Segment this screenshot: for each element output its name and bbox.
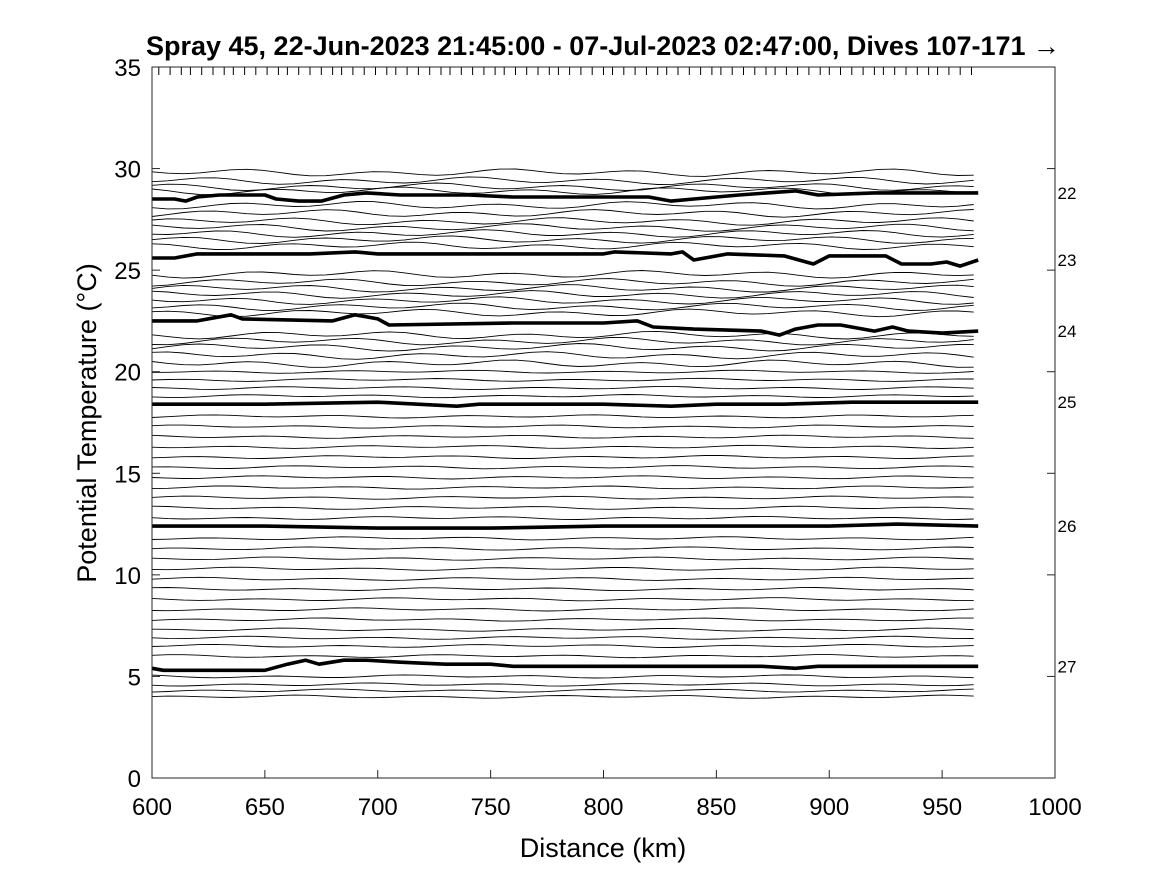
thin-isoline bbox=[151, 290, 974, 299]
thin-isoline bbox=[151, 217, 974, 226]
thin-isoline bbox=[151, 270, 974, 279]
y-tick-label: 5 bbox=[128, 664, 141, 691]
x-tick-label: 850 bbox=[696, 794, 736, 821]
thin-isoline bbox=[151, 587, 974, 592]
density-contour-label: 26 bbox=[1058, 517, 1077, 536]
thin-isoline bbox=[151, 308, 974, 318]
plot-area bbox=[151, 66, 1056, 779]
density-contour-27 bbox=[151, 658, 979, 673]
density-contour-26 bbox=[152, 522, 979, 530]
thin-isoline bbox=[151, 682, 974, 687]
thin-isoline bbox=[151, 343, 974, 352]
thin-isoline bbox=[151, 201, 974, 210]
x-tick-label: 700 bbox=[358, 794, 398, 821]
thin-isoline bbox=[151, 627, 974, 632]
thin-isoline bbox=[151, 576, 974, 581]
thin-isoline bbox=[151, 284, 974, 293]
x-tick-label: 600 bbox=[132, 794, 172, 821]
thin-isoline bbox=[151, 302, 974, 311]
density-contour-22 bbox=[152, 189, 979, 203]
thin-isoline bbox=[151, 674, 974, 679]
thin-isoline bbox=[151, 475, 974, 480]
y-tick-label: 30 bbox=[114, 157, 141, 184]
thin-isoline bbox=[151, 485, 974, 490]
thin-isoline bbox=[151, 635, 974, 640]
density-contour-label: 22 bbox=[1058, 184, 1077, 203]
thin-isoline bbox=[151, 444, 974, 449]
density-contour-labels: 22 23 24 25 26 27 bbox=[1058, 184, 1077, 676]
thin-isoline bbox=[151, 505, 974, 510]
thin-isoline bbox=[151, 385, 974, 390]
chart-title: Spray 45, 22-Jun-2023 21:45:00 - 07-Jul-… bbox=[146, 31, 1060, 61]
density-contours bbox=[151, 189, 979, 673]
thin-isoline bbox=[151, 168, 974, 177]
x-tick-label: 800 bbox=[583, 794, 623, 821]
dive-position-ticks bbox=[158, 67, 972, 75]
thin-isoline bbox=[151, 566, 974, 571]
x-tick-label: 900 bbox=[809, 794, 849, 821]
thin-isoline bbox=[151, 556, 974, 561]
y-tick-label: 0 bbox=[128, 766, 141, 793]
y-tick-label: 15 bbox=[114, 461, 141, 488]
thin-isoline bbox=[151, 337, 974, 346]
thin-isoline bbox=[151, 182, 974, 192]
thin-isoline bbox=[151, 369, 974, 374]
thin-isoline bbox=[151, 359, 974, 368]
thin-isoline bbox=[151, 455, 974, 459]
thin-isoline bbox=[151, 296, 974, 305]
thin-isoline bbox=[151, 377, 974, 382]
thin-isoline bbox=[151, 330, 974, 340]
y-axis-ticks: 0 5 10 15 20 25 30 35 bbox=[114, 55, 1055, 793]
thin-isoline bbox=[151, 688, 974, 693]
thin-isoline bbox=[151, 434, 974, 439]
thin-isoline bbox=[151, 495, 974, 500]
thin-isoline bbox=[151, 241, 974, 250]
density-contour-24 bbox=[152, 313, 979, 337]
thin-isoline bbox=[151, 536, 974, 541]
thin-isoline bbox=[151, 414, 974, 419]
y-tick-label: 25 bbox=[114, 258, 141, 285]
density-contour-label: 24 bbox=[1058, 322, 1077, 341]
thin-isoline bbox=[151, 597, 974, 602]
y-tick-label: 10 bbox=[114, 563, 141, 590]
thin-isoline bbox=[151, 607, 974, 612]
thin-isoline bbox=[151, 229, 974, 238]
thin-isoline bbox=[151, 515, 974, 520]
x-tick-label: 950 bbox=[922, 794, 962, 821]
thin-isoline bbox=[151, 617, 974, 622]
density-contour-23 bbox=[152, 250, 979, 268]
density-contour-label: 25 bbox=[1058, 393, 1077, 412]
thin-isoline bbox=[151, 394, 974, 399]
thin-isoline bbox=[151, 351, 974, 360]
thin-isoline bbox=[151, 465, 974, 470]
density-contour-label: 23 bbox=[1058, 251, 1077, 270]
x-tick-label: 1000 bbox=[1028, 794, 1081, 821]
thin-isoline bbox=[151, 643, 974, 648]
thin-isoline bbox=[151, 546, 974, 551]
x-tick-label: 650 bbox=[245, 794, 285, 821]
thin-isoline bbox=[151, 176, 974, 185]
x-axis-ticks: 600 650 700 750 800 850 900 950 1000 bbox=[132, 770, 1082, 821]
x-axis-label: Distance (km) bbox=[520, 833, 687, 863]
y-tick-label: 35 bbox=[114, 55, 141, 82]
thin-isoline bbox=[151, 654, 974, 659]
thin-isoline bbox=[151, 278, 974, 287]
thin-isoline bbox=[151, 694, 974, 699]
thin-isoline bbox=[151, 209, 974, 218]
y-tick-label: 20 bbox=[114, 360, 141, 387]
y-axis-label: Potential Temperature (°C) bbox=[72, 263, 102, 582]
thin-isolines bbox=[151, 168, 974, 699]
density-contour-label: 27 bbox=[1058, 657, 1077, 676]
x-tick-label: 750 bbox=[471, 794, 511, 821]
thin-isoline bbox=[151, 223, 974, 232]
thin-isoline bbox=[151, 424, 974, 429]
density-contour-25 bbox=[152, 400, 979, 408]
thin-isoline bbox=[151, 235, 974, 244]
